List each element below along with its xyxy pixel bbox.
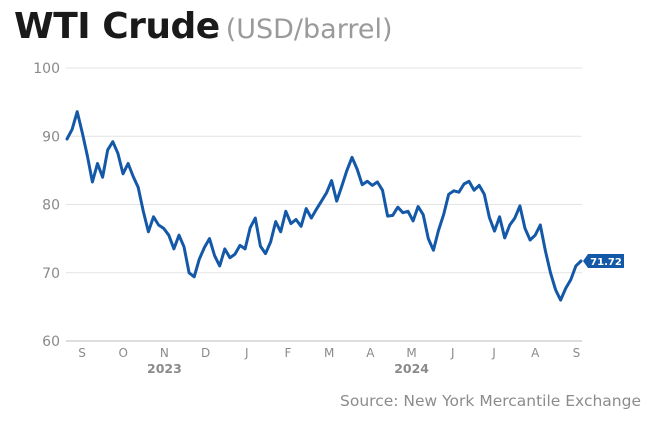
source-note: Source: New York Mercantile Exchange bbox=[340, 392, 641, 410]
year-label-2023: 2023 bbox=[147, 361, 182, 376]
series-line-wti bbox=[65, 110, 583, 302]
year-label-2024: 2024 bbox=[394, 361, 429, 376]
last-value-label: 71.72 bbox=[590, 257, 622, 268]
last-value-badge bbox=[583, 254, 624, 269]
x-tick-label-7: A bbox=[366, 346, 375, 360]
x-tick-label-0: S bbox=[78, 346, 86, 360]
chart-title-row: WTI Crude (USD/barrel) bbox=[14, 6, 392, 47]
x-tick-label-6: M bbox=[324, 346, 334, 360]
y-tick-label-90: 90 bbox=[42, 129, 60, 145]
chart-title: WTI Crude bbox=[14, 6, 220, 47]
chart-unit: (USD/barrel) bbox=[225, 14, 393, 45]
x-tick-label-12: S bbox=[573, 346, 581, 360]
y-tick-label-100: 100 bbox=[33, 61, 60, 77]
x-tick-label-2: N bbox=[160, 346, 169, 360]
y-tick-label-80: 80 bbox=[42, 198, 60, 214]
x-tick-label-4: J bbox=[244, 346, 249, 360]
x-tick-label-8: M bbox=[406, 346, 416, 360]
x-tick-label-1: O bbox=[118, 346, 127, 360]
x-tick-label-3: D bbox=[201, 346, 210, 360]
x-tick-label-9: J bbox=[450, 346, 455, 360]
x-tick-label-5: F bbox=[285, 346, 292, 360]
x-tick-label-10: J bbox=[491, 346, 496, 360]
y-tick-label-70: 70 bbox=[42, 266, 60, 282]
y-tick-label-60: 60 bbox=[42, 334, 60, 350]
x-tick-label-11: A bbox=[531, 346, 540, 360]
